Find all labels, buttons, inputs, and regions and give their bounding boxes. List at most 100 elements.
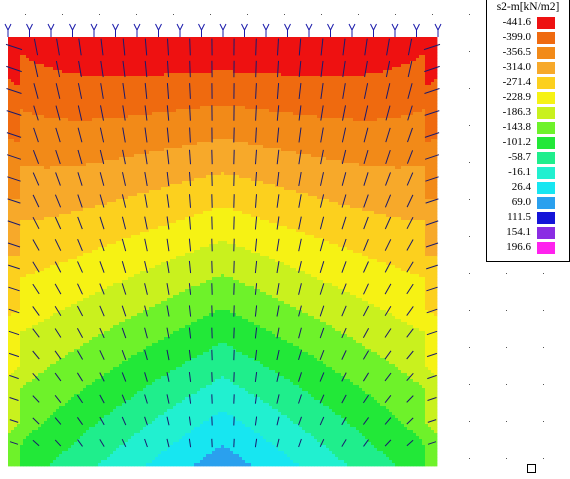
contour-cell <box>248 118 252 122</box>
contour-cell <box>131 136 135 140</box>
contour-cell <box>287 139 291 143</box>
contour-cell <box>80 76 84 80</box>
contour-cell <box>146 97 150 101</box>
contour-cell <box>215 124 219 128</box>
contour-cell <box>218 100 222 104</box>
contour-cell <box>137 103 141 107</box>
contour-cell <box>71 118 75 122</box>
contour-cell <box>242 136 246 140</box>
contour-cell <box>107 58 111 62</box>
contour-cell <box>119 79 123 83</box>
contour-cell <box>404 115 408 119</box>
contour-cell <box>416 52 420 56</box>
contour-cell <box>26 61 30 65</box>
contour-cell <box>149 91 153 95</box>
contour-cell <box>419 136 423 140</box>
contour-cell <box>179 67 183 71</box>
contour-cell <box>62 88 66 92</box>
contour-cell <box>431 76 435 80</box>
contour-cell <box>173 40 177 44</box>
contour-cell <box>362 103 366 107</box>
contour-cell <box>353 64 357 68</box>
contour-cell <box>113 106 117 110</box>
contour-cell <box>233 82 237 86</box>
contour-cell <box>272 127 276 131</box>
contour-cell <box>209 61 213 65</box>
contour-cell <box>20 130 24 134</box>
contour-cell <box>47 139 51 143</box>
contour-cell <box>137 118 141 122</box>
contour-cell <box>41 103 45 107</box>
contour-cell <box>179 61 183 65</box>
contour-cell <box>194 91 198 95</box>
contour-cell <box>80 64 84 68</box>
contour-cell <box>203 112 207 116</box>
contour-cell <box>125 79 129 83</box>
contour-cell <box>77 52 81 56</box>
contour-cell <box>341 109 345 113</box>
contour-cell <box>248 88 252 92</box>
contour-cell <box>353 94 357 98</box>
contour-cell <box>203 79 207 83</box>
contour-cell <box>251 43 255 47</box>
contour-cell <box>179 52 183 56</box>
contour-cell <box>266 55 270 59</box>
contour-cell <box>389 64 393 68</box>
contour-cell <box>407 118 411 122</box>
contour-cell <box>83 130 87 134</box>
contour-cell <box>128 115 132 119</box>
contour-cell <box>347 37 351 41</box>
contour-cell <box>284 73 288 77</box>
contour-cell <box>89 61 93 65</box>
contour-cell <box>59 133 63 137</box>
contour-cell <box>239 37 243 41</box>
contour-cell <box>323 43 327 47</box>
contour-cell <box>341 94 345 98</box>
contour-cell <box>341 67 345 71</box>
contour-cell <box>332 64 336 68</box>
contour-cell <box>419 88 423 92</box>
contour-cell <box>119 118 123 122</box>
contour-cell <box>209 100 213 104</box>
contour-cell <box>272 100 276 104</box>
contour-cell <box>65 46 69 50</box>
contour-cell <box>92 82 96 86</box>
contour-cell <box>110 82 114 86</box>
contour-cell <box>17 97 21 101</box>
contour-cell <box>317 79 321 83</box>
contour-cell <box>410 70 414 74</box>
contour-cell <box>119 55 123 59</box>
contour-cell <box>269 115 273 119</box>
contour-cell <box>128 103 132 107</box>
contour-cell <box>296 70 300 74</box>
contour-cell <box>14 103 18 107</box>
contour-cell <box>251 37 255 41</box>
contour-cell <box>317 49 321 53</box>
contour-cell <box>248 55 252 59</box>
contour-cell <box>380 46 384 50</box>
contour-cell <box>20 64 24 68</box>
contour-cell <box>359 67 363 71</box>
contour-cell <box>278 61 282 65</box>
contour-cell <box>248 130 252 134</box>
contour-cell <box>338 133 342 137</box>
contour-cell <box>23 106 27 110</box>
contour-cell <box>350 64 354 68</box>
contour-cell <box>155 82 159 86</box>
contour-cell <box>215 61 219 65</box>
contour-cell <box>137 115 141 119</box>
contour-cell <box>194 109 198 113</box>
contour-cell <box>341 49 345 53</box>
contour-cell <box>104 115 108 119</box>
contour-cell <box>8 46 12 50</box>
contour-cell <box>245 130 249 134</box>
contour-cell <box>23 127 27 131</box>
contour-cell <box>89 91 93 95</box>
contour-cell <box>233 73 237 77</box>
contour-cell <box>299 67 303 71</box>
contour-cell <box>296 130 300 134</box>
contour-cell <box>281 79 285 83</box>
contour-cell <box>329 109 333 113</box>
contour-cell <box>62 121 66 125</box>
